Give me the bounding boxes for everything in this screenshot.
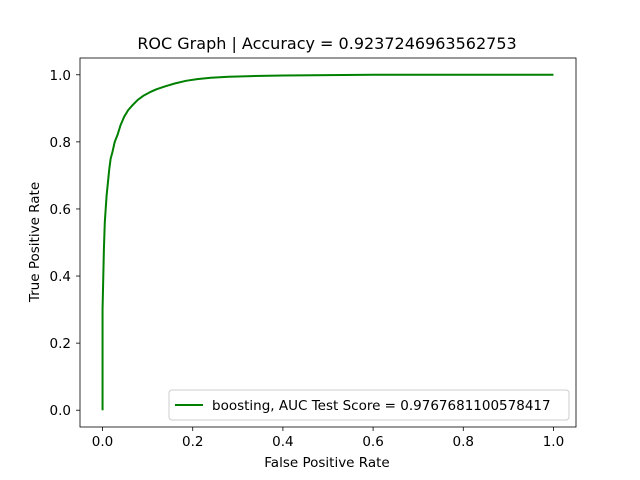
y-tick-label: 0.4 <box>50 269 71 285</box>
x-tick-label: 0.6 <box>362 434 383 450</box>
legend: boosting, AUC Test Score = 0.97676811005… <box>168 389 570 421</box>
y-tick-label: 0.8 <box>50 135 71 151</box>
axes-frame <box>79 57 577 428</box>
x-tick-label: 0.0 <box>92 434 113 450</box>
plot-area: 0.0 0.2 0.4 0.6 0.8 1.0 0.0 0.2 0.4 0.6 0.8 1.0 boos… <box>50 57 577 450</box>
y-tick-label: 0.0 <box>50 403 71 419</box>
x-tick-label: 0.2 <box>182 434 203 450</box>
y-tick-label: 1.0 <box>50 68 71 84</box>
x-tick-label: 0.4 <box>272 434 293 450</box>
series-line-0 <box>101 73 554 411</box>
x-tick-label: 0.8 <box>453 434 474 450</box>
y-tick-label: 0.6 <box>50 202 71 218</box>
x-axis-label: False Positive Rate <box>264 455 389 471</box>
y-tick-label: 0.2 <box>50 336 71 352</box>
chart-title: ROC Graph | Accuracy = 0.923724696356275… <box>137 34 516 53</box>
y-axis-label: True Positive Rate <box>27 182 43 303</box>
legend-label: boosting, AUC Test Score = 0.97676811005… <box>212 398 551 414</box>
legend-box <box>168 389 570 421</box>
x-tick-label: 1.0 <box>543 434 564 450</box>
